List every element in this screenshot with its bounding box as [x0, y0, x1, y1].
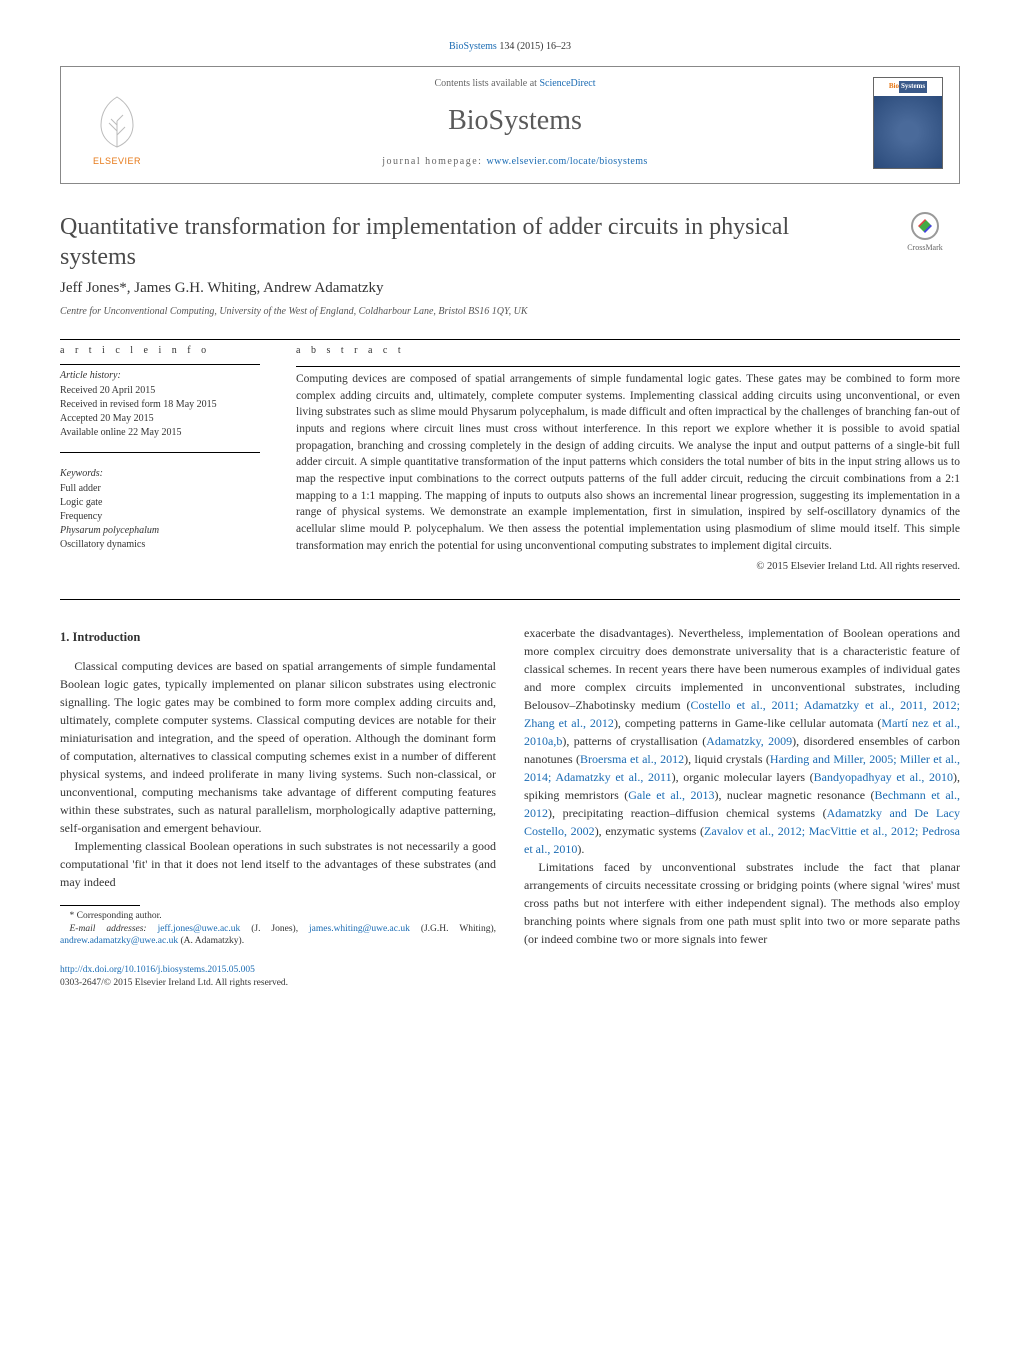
- body-text: ), precipitating reaction–diffusion chem…: [548, 806, 827, 820]
- cover-bio: Bio: [889, 82, 899, 92]
- crossmark-badge[interactable]: CrossMark: [890, 212, 960, 256]
- crossmark-label: CrossMark: [907, 242, 943, 253]
- homepage-line: journal homepage: www.elsevier.com/locat…: [173, 155, 857, 169]
- email-link[interactable]: jeff.jones@uwe.ac.uk: [158, 924, 241, 934]
- body-para: exacerbate the disadvantages). Neverthel…: [524, 624, 960, 858]
- doi-link[interactable]: http://dx.doi.org/10.1016/j.biosystems.2…: [60, 965, 255, 975]
- emails-label: E-mail addresses:: [70, 924, 158, 934]
- article-info: a r t i c l e i n f o Article history: R…: [60, 344, 260, 575]
- issn-line: 0303-2647/© 2015 Elsevier Ireland Ltd. A…: [60, 978, 288, 988]
- rule-abs: [296, 366, 960, 367]
- body-text: ), nuclear magnetic resonance (: [714, 788, 874, 802]
- email-link[interactable]: james.whiting@uwe.ac.uk: [309, 924, 410, 934]
- email-name: (J.G.H. Whiting),: [410, 924, 496, 934]
- abstract-label: a b s t r a c t: [296, 344, 960, 358]
- elsevier-tree-icon: [87, 91, 147, 151]
- keyword: Oscillatory dynamics: [60, 538, 260, 552]
- keywords-head: Keywords:: [60, 467, 260, 481]
- email-link[interactable]: andrew.adamatzky@uwe.ac.uk: [60, 936, 178, 946]
- article-title: Quantitative transformation for implemen…: [60, 212, 870, 272]
- journal-cover: Bio Systems: [873, 77, 943, 169]
- body-text: ), organic molecular layers (: [672, 770, 814, 784]
- footnote-block: * Corresponding author. E-mail addresses…: [60, 905, 496, 990]
- article-info-label: a r t i c l e i n f o: [60, 344, 260, 358]
- journal-header: ELSEVIER Contents lists available at Sci…: [60, 66, 960, 184]
- email-name: (A. Adamatzky).: [178, 936, 244, 946]
- journal-ref-vol: 134 (2015) 16–23: [499, 41, 571, 52]
- homepage-link[interactable]: www.elsevier.com/locate/biosystems: [486, 156, 647, 167]
- contents-prefix: Contents lists available at: [434, 78, 539, 89]
- keyword: Physarum polycephalum: [60, 524, 260, 538]
- rule-bottom: [60, 599, 960, 600]
- accepted: Accepted 20 May 2015: [60, 412, 260, 426]
- header-center: Contents lists available at ScienceDirec…: [173, 77, 857, 168]
- homepage-prefix: journal homepage:: [382, 156, 486, 167]
- rule-kw: [60, 452, 260, 453]
- affiliation: Centre for Unconventional Computing, Uni…: [60, 305, 960, 319]
- body-text: ), enzymatic systems (: [595, 824, 704, 838]
- cite-link[interactable]: Adamatzky, 2009: [706, 734, 792, 748]
- cite-link[interactable]: Gale et al., 2013: [628, 788, 714, 802]
- history-head: Article history:: [60, 369, 260, 383]
- section-heading: 1. Introduction: [60, 628, 496, 647]
- cover-image: [874, 96, 942, 168]
- body-text: ).: [577, 842, 584, 856]
- revised: Received in revised form 18 May 2015: [60, 398, 260, 412]
- cover-title: Bio Systems: [874, 78, 942, 96]
- abstract-block: a b s t r a c t Computing devices are co…: [296, 344, 960, 575]
- rule-ai: [60, 364, 260, 365]
- keyword: Frequency: [60, 510, 260, 524]
- contents-line: Contents lists available at ScienceDirec…: [173, 77, 857, 91]
- meta-row: a r t i c l e i n f o Article history: R…: [60, 344, 960, 575]
- body-text: ), competing patterns in Game-like cellu…: [614, 716, 881, 730]
- online: Available online 22 May 2015: [60, 426, 260, 440]
- journal-ref-link[interactable]: BioSystems: [449, 41, 497, 52]
- emails: E-mail addresses: jeff.jones@uwe.ac.uk (…: [60, 923, 496, 949]
- abstract-text: Computing devices are composed of spatia…: [296, 371, 960, 554]
- rule-top: [60, 339, 960, 340]
- section-num: 1.: [60, 630, 69, 644]
- body-para: Limitations faced by unconventional subs…: [524, 858, 960, 948]
- keyword: Logic gate: [60, 496, 260, 510]
- section-title: Introduction: [73, 630, 141, 644]
- elsevier-label: ELSEVIER: [93, 155, 141, 168]
- footer-block: http://dx.doi.org/10.1016/j.biosystems.2…: [60, 964, 496, 990]
- body-para: Implementing classical Boolean operation…: [60, 837, 496, 891]
- body-columns: 1. Introduction Classical computing devi…: [60, 624, 960, 990]
- cite-link[interactable]: Broersma et al., 2012: [580, 752, 684, 766]
- footnote-rule: [60, 905, 140, 906]
- abstract-copyright: © 2015 Elsevier Ireland Ltd. All rights …: [296, 560, 960, 575]
- elsevier-logo: ELSEVIER: [77, 78, 157, 168]
- cover-sys: Systems: [899, 81, 927, 93]
- body-text: ), patterns of crystallisation (: [562, 734, 706, 748]
- authors: Jeff Jones*, James G.H. Whiting, Andrew …: [60, 278, 960, 299]
- sciencedirect-link[interactable]: ScienceDirect: [539, 78, 595, 89]
- body-text: ), liquid crystals (: [684, 752, 770, 766]
- crossmark-icon: [911, 212, 939, 240]
- journal-reference: BioSystems 134 (2015) 16–23: [60, 40, 960, 54]
- body-para: Classical computing devices are based on…: [60, 657, 496, 837]
- cite-link[interactable]: Bandyopadhyay et al., 2010: [814, 770, 953, 784]
- email-name: (J. Jones),: [240, 924, 309, 934]
- journal-title: BioSystems: [173, 101, 857, 140]
- title-row: Quantitative transformation for implemen…: [60, 212, 960, 272]
- corresponding-author: * Corresponding author.: [60, 910, 496, 923]
- received: Received 20 April 2015: [60, 384, 260, 398]
- keyword: Full adder: [60, 482, 260, 496]
